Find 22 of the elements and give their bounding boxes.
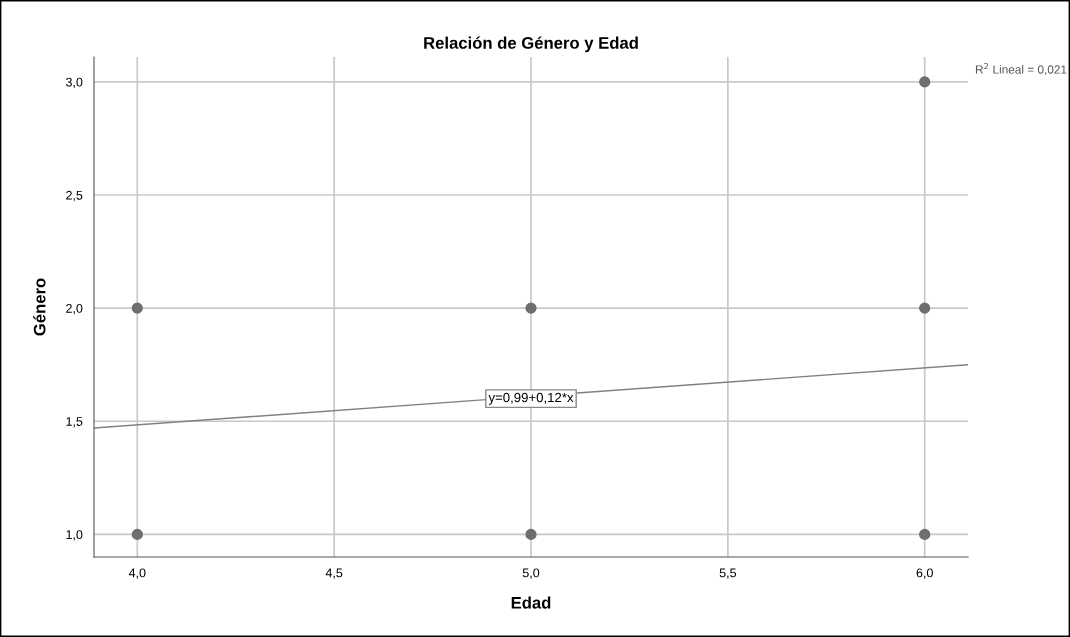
y-tick-label: 1,0 [66,530,83,541]
y-tick-label: 2,0 [66,303,83,315]
point [525,302,537,314]
x-tick-label: 6,0 [916,568,933,579]
chart-title: Relación de Género y Edad [424,36,638,53]
point [919,76,931,88]
y-axis-title: Género [33,278,46,336]
y-tick-label: 2,5 [66,190,83,202]
y-tick-label: 3,0 [65,77,83,89]
point [919,302,931,314]
text: R$^{2}$ Lineal = 0,021 [975,62,1067,76]
annotation: y=0,99+0,12*x [488,392,574,405]
x-tick-label: 4,0 [128,568,146,579]
x-tick-label: 5,5 [719,568,737,579]
point [131,528,143,540]
point [919,528,931,540]
x-axis-title: Edad [511,596,551,609]
x-tick-label: 4,5 [325,568,343,579]
y-tick-label: 1,5 [66,417,83,428]
point [525,528,537,540]
x-tick-label: 5,0 [522,568,540,579]
point [131,302,143,314]
